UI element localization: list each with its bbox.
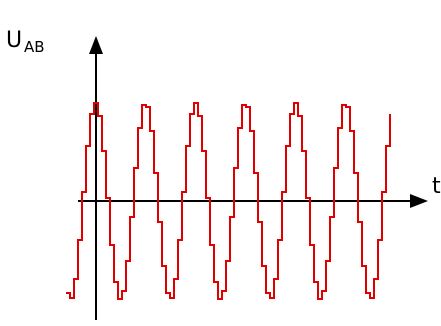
y-axis-label: U <box>6 28 22 53</box>
series-line-uab <box>66 102 391 300</box>
x-axis-label: t <box>432 174 441 199</box>
x-axis-arrowhead <box>410 194 428 208</box>
axes <box>78 36 428 320</box>
series-layer <box>66 102 391 300</box>
y-axis-label-subscript: AB <box>24 38 45 56</box>
y-axis-arrowhead <box>89 36 103 54</box>
